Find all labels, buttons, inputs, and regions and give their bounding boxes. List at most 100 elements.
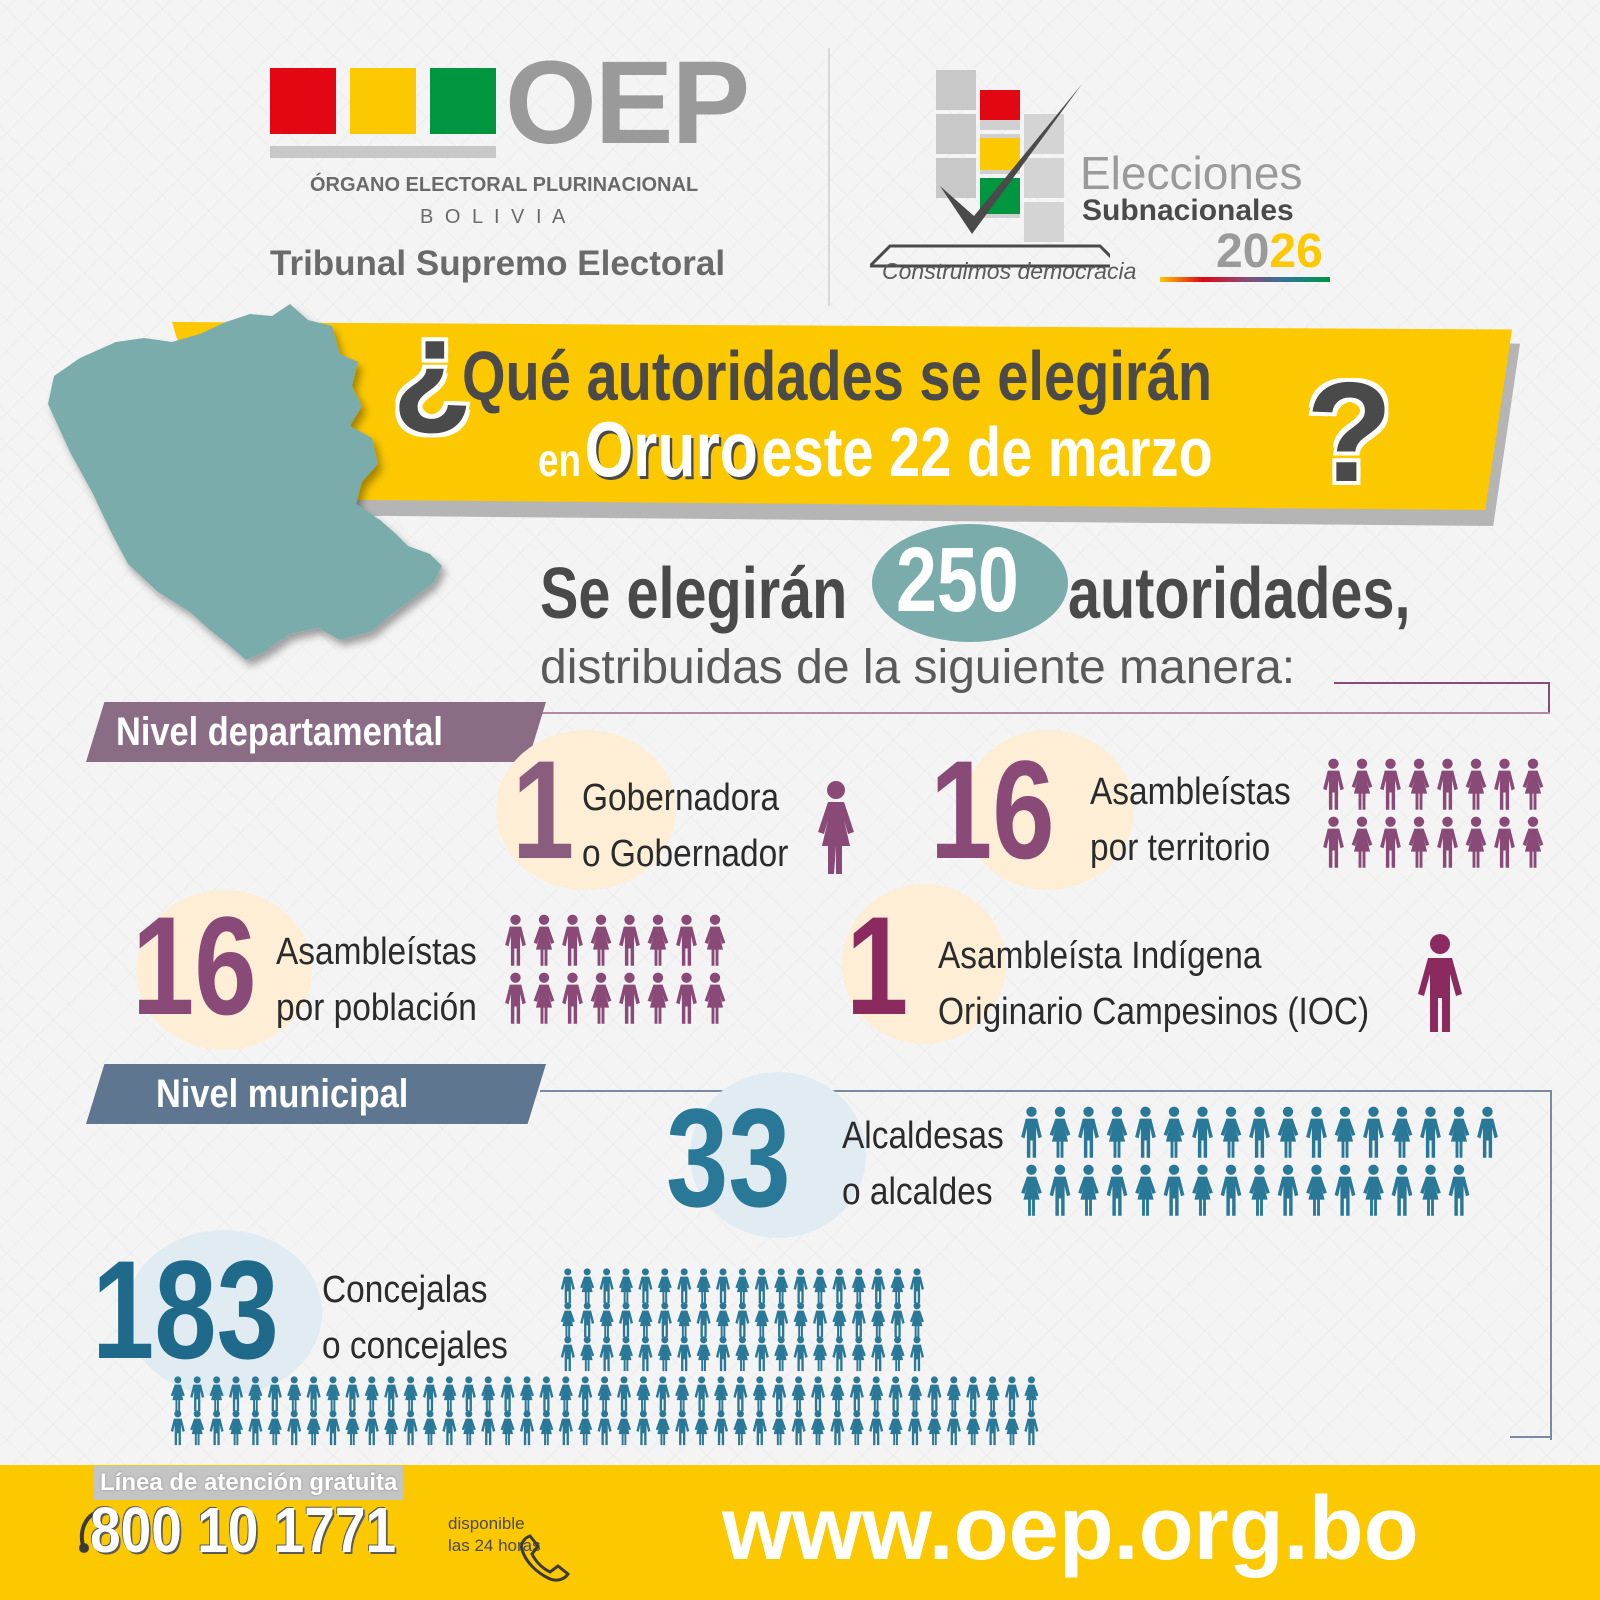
people-grid-alcaldes — [1021, 1106, 1498, 1216]
woman-icon — [985, 1376, 1000, 1412]
woman-icon — [325, 1376, 341, 1412]
woman-icon — [599, 1302, 614, 1338]
municipal-label: Nivel municipal — [156, 1072, 409, 1116]
man-icon — [832, 1268, 847, 1304]
woman-icon — [442, 1376, 457, 1412]
man-icon — [754, 1268, 769, 1304]
number-ioc: 1 — [846, 887, 909, 1044]
woman-icon — [675, 1376, 690, 1412]
man-icon — [209, 1410, 224, 1446]
man-icon — [791, 1410, 806, 1446]
man-icon — [830, 1410, 845, 1446]
summary-post: autoridades, — [1068, 554, 1411, 634]
oep-logo-text: OEP — [505, 37, 750, 169]
summary-number: 250 — [896, 529, 1019, 631]
man-icon — [655, 1376, 670, 1412]
man-icon — [774, 1302, 789, 1338]
woman-icon — [1522, 758, 1544, 810]
man-icon — [1024, 1410, 1039, 1446]
slogan: Construimos democracia — [882, 258, 1137, 284]
woman-icon — [851, 1268, 866, 1304]
man-icon — [190, 1376, 205, 1412]
woman-icon — [812, 1336, 828, 1372]
hotline-phone[interactable]: 800 10 1771 — [90, 1494, 397, 1566]
man-icon — [793, 1336, 808, 1372]
man-icon — [676, 914, 697, 966]
man-icon — [267, 1376, 282, 1412]
woman-icon — [1465, 758, 1487, 810]
man-icon — [619, 972, 640, 1024]
flag-red-square — [270, 68, 336, 134]
woman-icon — [890, 1268, 905, 1304]
woman-icon — [228, 1410, 244, 1446]
man-icon — [442, 1410, 457, 1446]
woman-icon — [287, 1376, 302, 1412]
summary-sub: distribuidas de la siguiente manera: — [540, 641, 1296, 694]
flag-yellow-square — [350, 68, 416, 134]
header-divider — [828, 48, 830, 306]
man-icon — [599, 1268, 614, 1304]
man-icon — [696, 1302, 711, 1338]
woman-icon — [772, 1410, 787, 1446]
woman-icon — [851, 1336, 866, 1372]
man-icon — [619, 914, 640, 966]
woman-icon — [384, 1410, 399, 1446]
man-icon — [675, 1410, 690, 1446]
man-icon — [1323, 758, 1344, 810]
man-icon — [1049, 1164, 1071, 1216]
man-icon — [505, 972, 526, 1024]
woman-icon — [345, 1410, 360, 1446]
woman-icon — [1021, 1164, 1042, 1216]
man-icon — [636, 1410, 651, 1446]
woman-icon — [735, 1336, 750, 1372]
woman-icon — [1106, 1106, 1128, 1158]
man-icon — [1004, 1376, 1020, 1412]
man-icon — [287, 1410, 302, 1446]
woman-icon — [1465, 816, 1487, 868]
woman-icon — [422, 1410, 438, 1446]
man-icon — [1363, 1106, 1384, 1158]
man-icon — [500, 1376, 515, 1412]
woman-icon — [580, 1336, 595, 1372]
headset-icon — [79, 1508, 109, 1553]
man-icon — [907, 1410, 923, 1446]
woman-icon — [907, 1376, 923, 1412]
man-icon — [306, 1376, 321, 1412]
man-icon — [539, 1376, 554, 1412]
man-icon — [1106, 1164, 1128, 1216]
woman-icon — [1249, 1164, 1270, 1216]
woman-icon — [774, 1268, 789, 1304]
woman-icon — [403, 1376, 418, 1412]
man-icon — [638, 1336, 653, 1372]
man-icon — [345, 1376, 360, 1412]
woman-icon — [754, 1302, 769, 1338]
woman-icon — [946, 1376, 961, 1412]
label-alcaldes-1: Alcaldesas — [842, 1115, 1004, 1157]
woman-icon — [1004, 1410, 1020, 1446]
woman-icon — [1363, 1164, 1384, 1216]
man-icon — [597, 1410, 612, 1446]
man-icon — [793, 1268, 808, 1304]
woman-icon — [1391, 1106, 1413, 1158]
elections-year: 2026 — [1216, 228, 1323, 276]
woman-icon — [364, 1376, 379, 1412]
woman-icon — [580, 1268, 595, 1304]
woman-icon — [616, 1410, 632, 1446]
blob-ioc — [842, 884, 1006, 1044]
man-icon — [228, 1376, 244, 1412]
woman-icon — [774, 1336, 789, 1372]
blob-alcaldes — [690, 1072, 866, 1238]
woman-icon — [533, 972, 555, 1024]
availability-2: las 24 horas — [448, 1536, 541, 1555]
woman-icon — [1351, 758, 1373, 810]
municipal-frame — [540, 1090, 1552, 1440]
man-icon — [1249, 1106, 1270, 1158]
label-territorio-2: por territorio — [1090, 827, 1271, 869]
man-icon — [1418, 934, 1462, 1032]
woman-icon — [1049, 1106, 1071, 1158]
website-link[interactable]: www.oep.org.bo — [722, 1479, 1419, 1579]
man-icon — [599, 1336, 614, 1372]
man-icon — [849, 1376, 864, 1412]
man-icon — [888, 1376, 903, 1412]
woman-icon — [209, 1376, 224, 1412]
